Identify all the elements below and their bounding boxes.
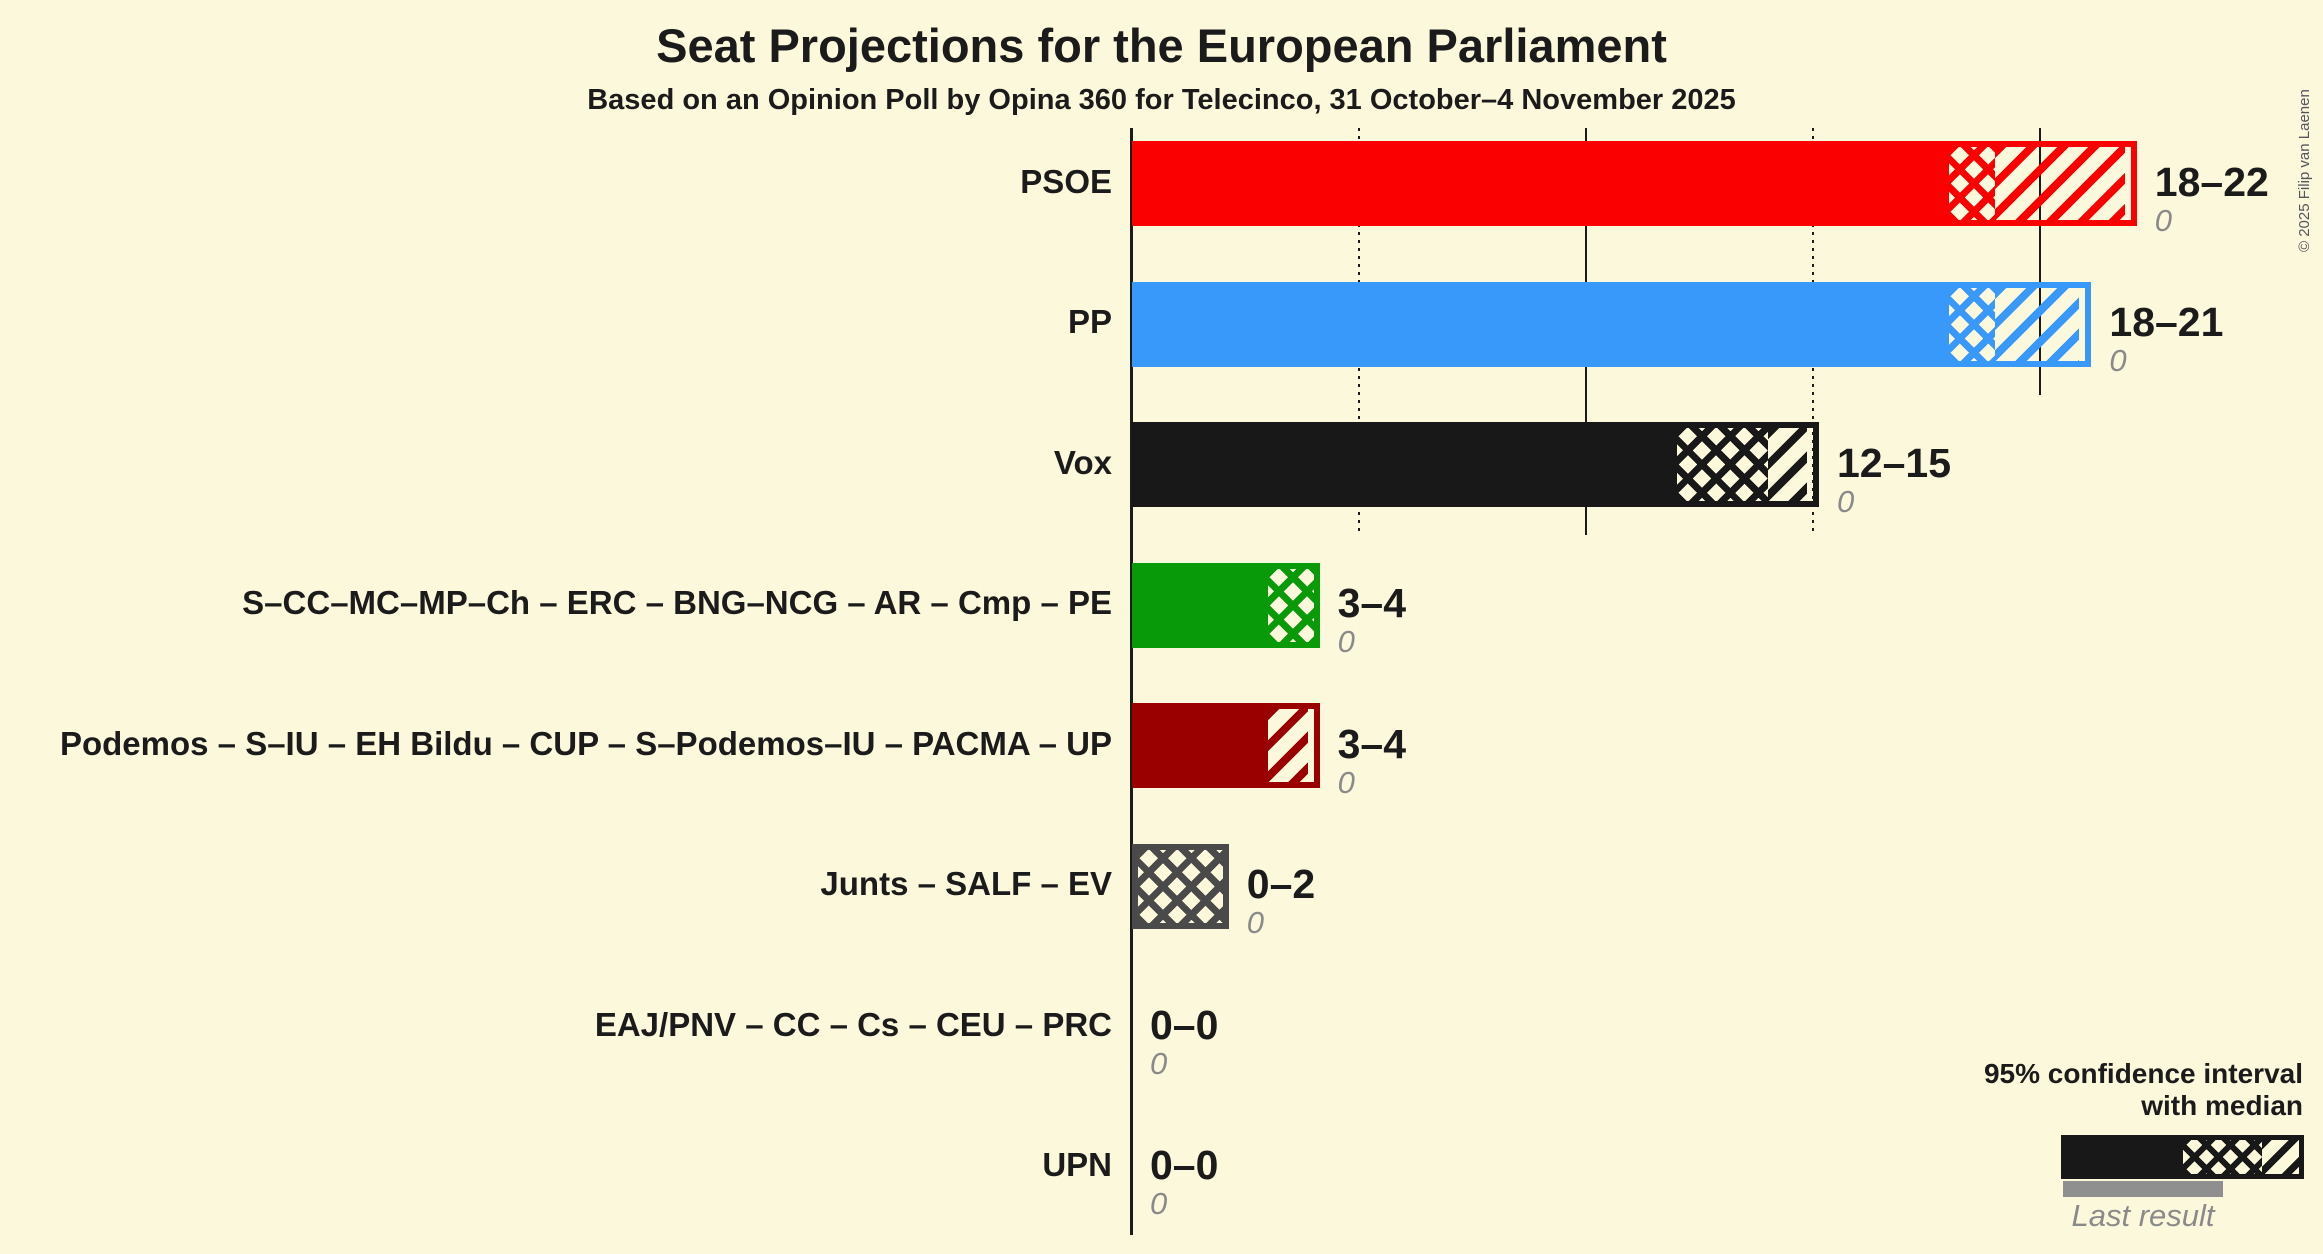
legend-solid-section <box>2066 1140 2183 1174</box>
value-range-label: 3–4 <box>1337 580 1407 626</box>
party-label: PSOE <box>1020 162 1112 200</box>
projection-bar <box>1132 703 1320 788</box>
last-result-value: 0 <box>1246 905 1265 940</box>
legend-caption-line2: with median <box>2141 1090 2303 1121</box>
value-range-label: 0–0 <box>1150 1142 1219 1188</box>
value-range-label: 18–22 <box>2154 158 2269 205</box>
projection-bar <box>1132 422 1819 507</box>
value-range-label: 18–21 <box>2109 299 2224 345</box>
projection-bar <box>1132 281 2092 367</box>
party-label: EAJ/PNV – CC – Cs – CEU – PRC <box>594 1005 1112 1043</box>
party-label: Podemos – S–IU – EH Bildu – CUP – S–Pode… <box>59 724 1112 762</box>
legend-last-result-bar <box>2063 1181 2223 1197</box>
bar-crosshatch-section <box>1138 849 1223 923</box>
legend-caption-line1: 95% confidence interval <box>1983 1058 2303 1089</box>
value-range-label: 0–0 <box>1150 1001 1219 1048</box>
value-range-label: 3–4 <box>1337 720 1407 767</box>
legend-caption: 95% confidence interval with median <box>1803 1058 2303 1122</box>
last-result-value: 0 <box>1837 483 1855 519</box>
last-result-value: 0 <box>1337 764 1355 800</box>
legend-diagonal-section <box>2262 1140 2299 1174</box>
gridline-20-seats <box>2039 128 2041 395</box>
party-label: UPN <box>1042 1146 1112 1183</box>
bar-diagonal-section <box>1767 428 1807 501</box>
bar-crosshatch-section <box>1949 287 1995 361</box>
legend-sample-bar <box>2061 1135 2304 1179</box>
bar-solid-section <box>1138 147 1950 220</box>
bar-crosshatch-section <box>1268 568 1314 642</box>
value-range-label: 0–2 <box>1246 861 1316 907</box>
bar-solid-section <box>1138 428 1677 501</box>
last-result-value: 0 <box>2109 343 2127 378</box>
projection-bar <box>1132 141 2137 226</box>
bar-crosshatch-section <box>1676 428 1768 501</box>
last-result-value: 0 <box>2154 202 2173 238</box>
bar-crosshatch-section <box>1949 147 1995 220</box>
bar-solid-section <box>1138 568 1269 642</box>
projection-bar <box>1132 562 1320 648</box>
party-label: Junts – SALF – EV <box>820 865 1112 902</box>
last-result-value: 0 <box>1337 624 1355 659</box>
projection-bar <box>1132 843 1229 929</box>
bar-diagonal-section <box>1994 287 2080 361</box>
legend-crosshatch-section <box>2183 1140 2262 1174</box>
bar-solid-section <box>1138 287 1950 361</box>
bar-diagonal-section <box>1268 709 1308 782</box>
y-axis-line <box>1130 128 1133 1235</box>
legend-last-result-label: Last result <box>2071 1198 2215 1233</box>
chart-title: Seat Projections for the European Parlia… <box>656 19 1667 72</box>
party-label: PP <box>1067 303 1112 340</box>
bar-diagonal-section <box>1994 147 2125 220</box>
party-label: S–CC–MC–MP–Ch – ERC – BNG–NCG – AR – Cmp… <box>242 584 1112 621</box>
copyright-note: © 2025 Filip van Laenen <box>2296 89 2313 252</box>
value-range-label: 12–15 <box>1837 439 1952 486</box>
last-result-value: 0 <box>1150 1186 1168 1221</box>
chart-subtitle: Based on an Opinion Poll by Opina 360 fo… <box>587 84 1736 116</box>
bar-solid-section <box>1138 709 1269 782</box>
party-label: Vox <box>1053 443 1112 481</box>
last-result-value: 0 <box>1150 1045 1168 1081</box>
